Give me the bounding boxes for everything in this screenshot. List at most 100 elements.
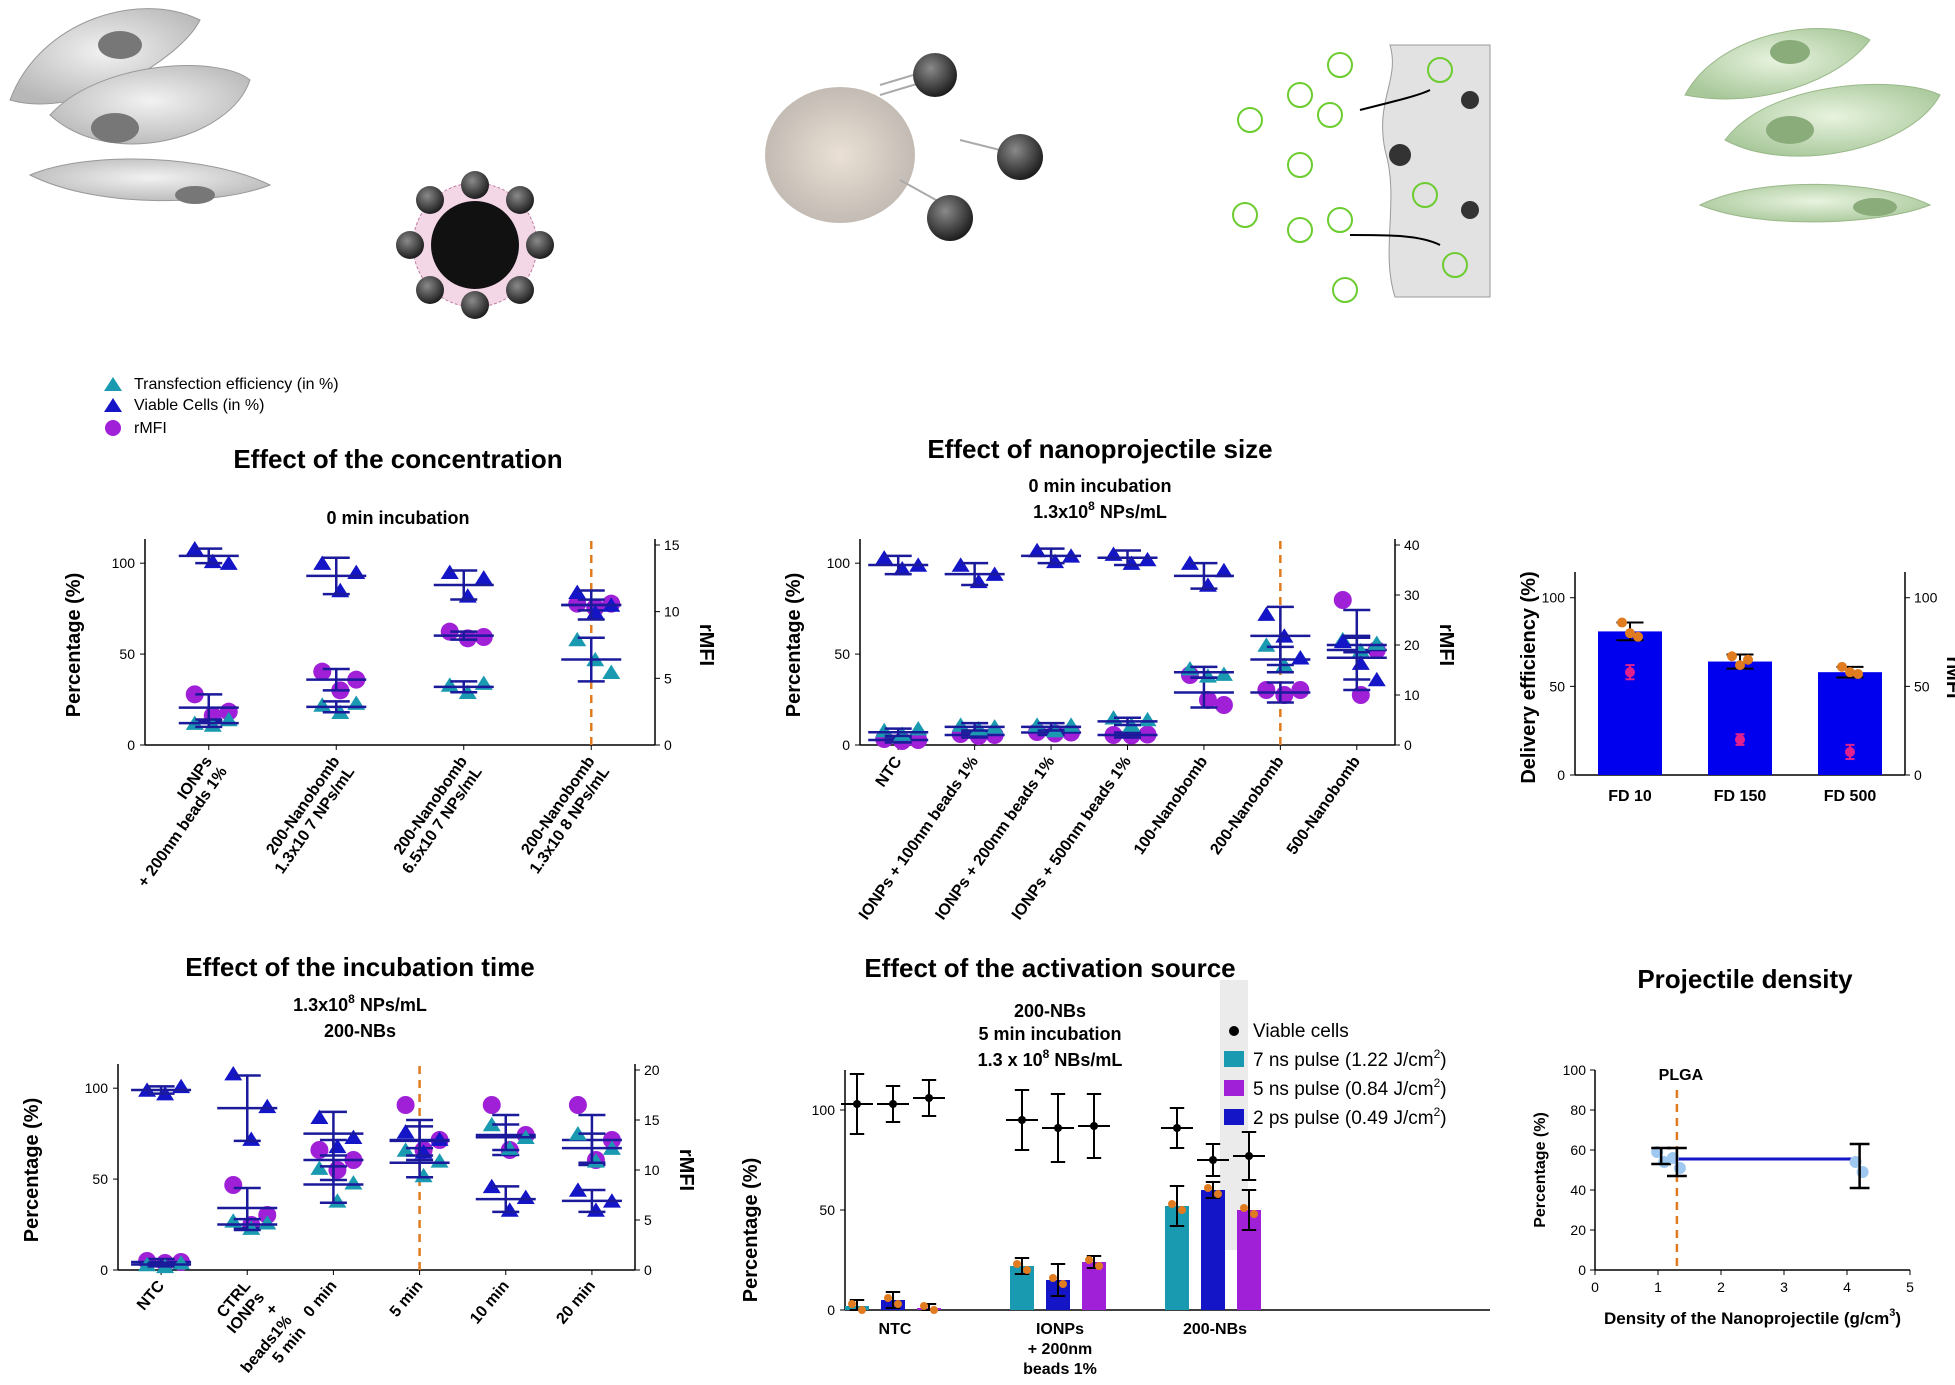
- viable-point: [1214, 562, 1233, 578]
- viable-point: [258, 1098, 277, 1114]
- y-tick-label: 0: [827, 1302, 835, 1318]
- chart-subtitle: 1.3x108 NPs/mL: [293, 992, 427, 1015]
- y-tick-label: 0: [127, 737, 135, 753]
- viable-point: [1046, 553, 1065, 569]
- transfection-point: [602, 664, 621, 680]
- y-axis-label: Percentage (%): [783, 573, 805, 718]
- membrane-delivery-illustration: [1232, 44, 1491, 303]
- viable-point: [1054, 1124, 1062, 1132]
- viable-errorbar: [1021, 547, 1082, 565]
- rmfi-point: [313, 662, 332, 681]
- viable-point: [396, 1124, 415, 1139]
- viable-point: [875, 550, 894, 565]
- y2-axis-label: rMFI: [1435, 624, 1457, 666]
- rmfi-point: [1735, 734, 1745, 745]
- y-tick-label: 100: [112, 555, 136, 571]
- transfection-point: [344, 1175, 363, 1190]
- transfection-point: [568, 1125, 587, 1141]
- viable-point: [853, 1100, 861, 1108]
- y-tick-label: 100: [85, 1080, 109, 1096]
- x-tick-label: 1: [1654, 1279, 1662, 1295]
- transfection-errorbar: [303, 1165, 364, 1204]
- y2-tick-label: 0: [644, 1262, 652, 1278]
- fd-point: [1845, 667, 1855, 678]
- x-category-label: 20 min: [553, 1278, 599, 1328]
- viable-point: [474, 570, 493, 585]
- viable-point: [344, 1129, 363, 1145]
- x-category-label: 200-Nanobomb1.3x10 8 NPs/mL: [512, 753, 613, 877]
- chart-subtitle-2: 200-NBs: [324, 1021, 396, 1041]
- legend-source: Viable cells 7 ns pulse (1.22 J/cm2) 5 ns …: [1220, 980, 1447, 1250]
- y-axis-label: Delivery efficiency (%): [1518, 571, 1540, 783]
- transfection-point: [875, 722, 894, 738]
- fd-point: [1727, 651, 1737, 662]
- rmfi-point: [1214, 696, 1233, 714]
- y2-tick-label: 20: [644, 1062, 660, 1078]
- transfection-errorbar: [306, 700, 367, 714]
- chart-title: Effect of nanoprojectile size: [927, 434, 1272, 464]
- y2-axis-label: rMFI: [675, 1149, 697, 1191]
- viable-point: [500, 1202, 519, 1217]
- fd-point: [1625, 628, 1635, 639]
- viable-point: [1028, 542, 1047, 558]
- source-bar-point: [930, 1306, 938, 1314]
- transfection-point: [1028, 717, 1047, 732]
- viable-point: [242, 1131, 261, 1146]
- legend-viable-dot-icon: [1229, 1026, 1239, 1036]
- fd-point: [1743, 654, 1753, 665]
- y-axis-label: Percentage (%): [21, 1098, 43, 1243]
- y2-tick-label: 10: [664, 604, 680, 620]
- viable-point: [219, 555, 238, 570]
- viable-errorbar: [1326, 634, 1387, 681]
- rmfi-errorbar: [433, 630, 494, 641]
- chart-subtitle: 0 min incubation: [1028, 476, 1171, 496]
- chart-title: Effect of the activation source: [864, 953, 1235, 983]
- y-tick-label: 20: [1570, 1222, 1586, 1238]
- viable-errorbar: [1250, 605, 1311, 667]
- chart-subtitle: 0 min incubation: [326, 508, 469, 528]
- transfection-point: [310, 1160, 329, 1175]
- y-tick-label: 40: [1570, 1182, 1586, 1198]
- viable-point: [951, 557, 970, 572]
- chart-subtitle-concentration: 1.3x108 NPs/mL: [1033, 499, 1167, 522]
- legend-teal-triangle-icon: [104, 377, 122, 391]
- viable-point: [586, 1202, 605, 1217]
- nanoprojectile-burst-illustration: [765, 53, 1043, 241]
- transfection-point: [242, 1220, 261, 1235]
- chart-subtitle-3: 1.3 x 108 NBs/mL: [978, 1047, 1123, 1070]
- rmfi-point: [185, 685, 204, 704]
- source-bar-point: [894, 1300, 902, 1308]
- transfection-point: [328, 1193, 347, 1208]
- transfection-point: [430, 1153, 449, 1168]
- y2-tick-label: 50: [1914, 678, 1930, 694]
- source-bar-point: [1240, 1204, 1248, 1212]
- chart-title: Effect of the incubation time: [185, 952, 535, 982]
- viable-point: [224, 1065, 243, 1081]
- legend-purple-swatch: [1224, 1080, 1244, 1096]
- x-category-label: IONPs + 200nm beads 1%: [1023, 1321, 1097, 1378]
- x-category-label: 0 min: [301, 1278, 341, 1321]
- viable-errorbar: [1097, 549, 1158, 567]
- transfection-errorbar: [561, 636, 622, 683]
- transfection-point: [1062, 717, 1081, 732]
- transfection-point: [203, 717, 222, 732]
- viable-errorbar: [475, 1185, 536, 1214]
- fd-point: [1837, 661, 1847, 672]
- transfection-point: [258, 1215, 277, 1230]
- transfection-point: [969, 720, 988, 736]
- transfection-point: [1138, 711, 1157, 727]
- y2-tick-label: 100: [1914, 590, 1938, 606]
- viable-point: [1090, 1122, 1098, 1130]
- viable-point: [516, 1189, 535, 1205]
- transfection-point: [1367, 635, 1386, 650]
- source-bar-blue: [1201, 1190, 1225, 1310]
- cell-illustration-gray: [9, 8, 272, 204]
- chart-conc: 0 50 100 0 5 10 15 Percentage (%) rMFI IONPs+ 200…: [63, 444, 717, 891]
- y2-tick-label: 15: [644, 1112, 660, 1128]
- transfection-errorbar: [1021, 721, 1082, 732]
- y-tick-label: 50: [119, 646, 135, 662]
- viable-point: [313, 555, 332, 570]
- y2-tick-label: 10: [644, 1162, 660, 1178]
